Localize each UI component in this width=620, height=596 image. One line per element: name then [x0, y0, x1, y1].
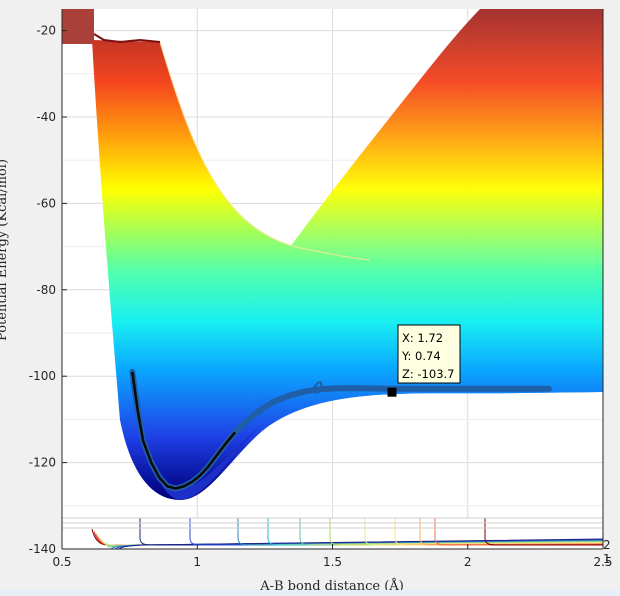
y-tick-label-4: -100 [29, 369, 56, 383]
contour-lobe-10 [484, 518, 603, 546]
contour-lobe-7 [394, 518, 603, 546]
x-tick-label-1: 1 [193, 555, 201, 569]
contour-lobe-0 [139, 518, 603, 546]
x-tick-label-0: 0.5 [52, 555, 71, 569]
surface-right-sheet [160, 9, 603, 470]
y-tick-label-3: -80 [36, 283, 56, 297]
contour-plane [62, 517, 603, 549]
trajectory-path-inner [131, 371, 237, 490]
datatip-x: X: 1.72 [402, 331, 443, 345]
contour-lobe-3 [267, 518, 603, 546]
datatip-z: Z: -103.7 [402, 367, 454, 381]
contour-lobe-5 [329, 518, 603, 546]
datatip[interactable]: X: 1.72 Y: 0.74 Z: -103.7 [397, 324, 461, 384]
x-ticks: 0.5 1 1.5 2 2.5 [52, 544, 613, 569]
contour-lobe-4 [299, 518, 603, 546]
contour-line-10 [118, 538, 603, 549]
contour-lobe-2 [237, 518, 603, 546]
y-ticks: -20 -40 -60 -80 -100 -120 -140 [29, 24, 67, 556]
figure-bottom-strip [0, 590, 620, 596]
y-tick-label-6: -140 [29, 542, 56, 556]
y-tick-label-0: -20 [36, 24, 56, 38]
surface-left-wall [62, 9, 94, 44]
z-tick-label-2: 2 [603, 538, 611, 552]
datatip-marker[interactable] [387, 387, 397, 397]
y-tick-label-5: -120 [29, 456, 56, 470]
contour-lobe-1 [189, 518, 603, 546]
surface-ridge [159, 41, 371, 261]
contour-lobe-6 [364, 518, 603, 546]
y-tick-label-2: -60 [36, 196, 56, 210]
trajectory-loop [313, 381, 323, 394]
y-axis-label: Potential Energy (Kcal/mol) [0, 159, 10, 341]
datatip-y: Y: 0.74 [401, 349, 441, 363]
surface-top-edge [93, 33, 161, 44]
x-tick-label-4: 2.5 [593, 555, 612, 569]
contour-lobe-8 [419, 518, 603, 546]
z-tick-label-1: 1 [603, 552, 611, 566]
contour-lobe-9 [434, 518, 603, 546]
x-tick-label-3: 2 [464, 555, 472, 569]
x-tick-label-2: 1.5 [323, 555, 342, 569]
y-tick-label-1: -40 [36, 110, 56, 124]
